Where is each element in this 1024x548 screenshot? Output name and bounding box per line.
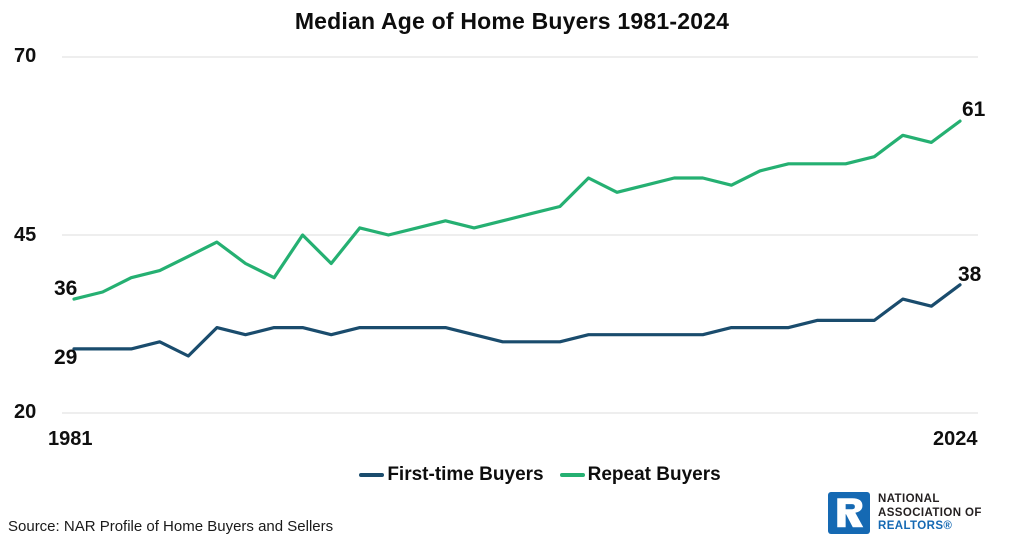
repeat-buyers-line-swatch-icon [559,473,585,477]
repeat-buyers-end-value-label: 61 [962,98,986,121]
legend-label-repeat-buyers: Repeat Buyers [587,464,721,485]
chart-title: Median Age of Home Buyers 1981-2024 [294,8,730,34]
x-axis-tick-1981: 1981 [48,428,93,450]
first-time-buyers-line-swatch-icon [359,473,385,477]
y-axis-tick-20: 20 [14,401,37,423]
y-axis-tick-70: 70 [14,45,37,67]
x-axis-tick-2024: 2024 [933,428,978,450]
legend-label-first-time-buyers: First-time Buyers [387,464,544,485]
nar-logo-line2: ASSOCIATION OF [878,506,982,519]
source-attribution: Source: NAR Profile of Home Buyers and S… [8,518,334,535]
first-time-buyers-line [72,283,962,358]
chart-legend: First-time Buyers Repeat Buyers [0,464,1024,486]
nar-block-r-icon [828,492,870,534]
nar-logo-line1: NATIONAL [878,493,940,505]
y-axis-tick-45: 45 [14,224,37,246]
legend-item-first-time-buyers: First-time Buyers [359,464,544,486]
nar-logo: NATIONAL ASSOCIATION OF REALTORS® [828,492,982,534]
repeat-buyers-line [72,119,962,301]
legend-item-repeat-buyers: Repeat Buyers [559,464,721,486]
nar-logo-text: NATIONAL ASSOCIATION OF REALTORS® [878,492,982,534]
first-time-buyers-end-value-label: 38 [958,263,982,286]
nar-logo-line3: REALTORS® [878,520,953,532]
first-time-buyers-start-value-label: 29 [54,346,78,369]
repeat-buyers-start-value-label: 36 [54,277,78,300]
